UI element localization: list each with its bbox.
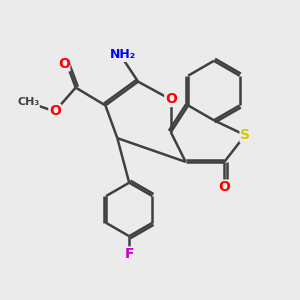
Text: O: O (165, 92, 177, 106)
Text: O: O (218, 180, 230, 194)
Text: NH₂: NH₂ (110, 48, 136, 62)
Text: S: S (240, 128, 250, 142)
Text: O: O (58, 57, 70, 71)
Text: F: F (124, 247, 134, 261)
Text: O: O (49, 104, 61, 118)
Text: CH₃: CH₃ (17, 98, 39, 107)
